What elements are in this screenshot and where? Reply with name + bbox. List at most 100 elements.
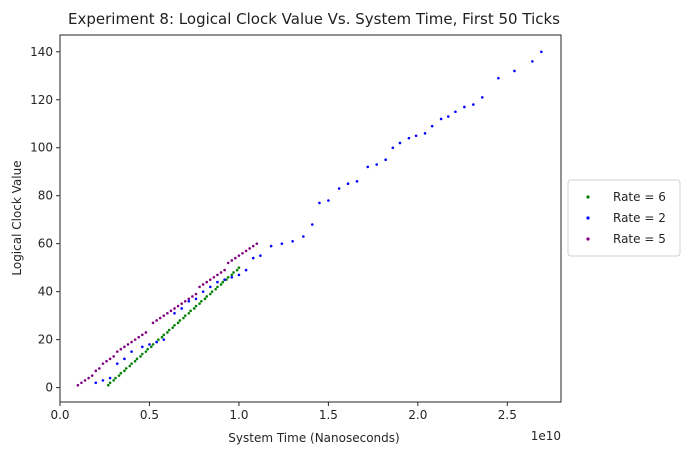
x-tick-label: 2.5 — [498, 408, 517, 422]
data-point — [216, 280, 219, 284]
legend-label: Rate = 5 — [613, 232, 666, 246]
data-point — [198, 285, 201, 289]
series-2 — [94, 50, 543, 385]
x-tick-label: 1.0 — [229, 408, 248, 422]
data-point — [219, 271, 223, 274]
x-axis-title: System Time (Nanoseconds) — [228, 431, 399, 445]
data-point — [198, 302, 201, 305]
data-point — [139, 355, 142, 358]
data-point — [187, 311, 191, 315]
y-axis: 0 20 40 60 80 100 120 140 — [30, 45, 60, 395]
y-tick-label: 60 — [38, 237, 53, 251]
data-point — [112, 355, 115, 358]
data-point — [114, 376, 117, 380]
data-point — [209, 292, 212, 296]
data-point — [101, 379, 105, 382]
x-axis-offset-label: 1e10 — [531, 429, 561, 443]
data-point — [480, 96, 484, 99]
data-point — [187, 297, 191, 301]
data-point — [414, 134, 418, 138]
data-point — [225, 278, 228, 281]
data-point — [94, 369, 98, 373]
data-point — [123, 345, 126, 349]
data-point — [446, 115, 450, 118]
data-point — [430, 124, 434, 128]
data-point — [189, 309, 192, 313]
data-point — [209, 285, 212, 289]
data-point — [291, 239, 294, 243]
data-point — [133, 359, 137, 363]
data-point — [133, 338, 137, 341]
data-point — [171, 326, 175, 329]
data-points — [76, 50, 543, 387]
data-point — [192, 307, 196, 310]
data-point — [205, 295, 209, 298]
data-point — [148, 343, 151, 346]
data-point — [241, 251, 244, 255]
data-point — [157, 338, 160, 341]
data-point — [201, 290, 205, 293]
data-point — [235, 268, 239, 272]
data-point — [119, 371, 123, 375]
data-point — [149, 345, 153, 349]
data-point — [151, 321, 155, 325]
data-point — [151, 343, 155, 346]
data-point — [366, 165, 370, 169]
plot-area: 0.0 0.5 1.0 1.5 2.0 2.5 0 20 40 60 80 100 120 140 — [30, 34, 562, 422]
data-point — [144, 331, 148, 334]
data-point — [194, 297, 198, 301]
x-tick-label: 0.5 — [140, 408, 159, 422]
data-point — [237, 273, 241, 277]
data-point — [540, 50, 543, 54]
data-point — [183, 314, 187, 317]
data-point — [205, 280, 209, 284]
data-point — [230, 275, 234, 279]
legend-label: Rate = 6 — [613, 190, 666, 204]
data-point — [531, 60, 534, 63]
data-point — [130, 362, 133, 365]
x-axis: 0.0 0.5 1.0 1.5 2.0 2.5 — [50, 402, 517, 422]
data-point — [173, 307, 176, 310]
data-point — [216, 273, 219, 277]
y-tick-label: 40 — [38, 285, 53, 299]
data-point — [280, 242, 284, 245]
data-point — [232, 271, 235, 274]
data-point — [141, 345, 144, 349]
data-point — [194, 304, 198, 308]
data-point — [80, 381, 83, 385]
data-point — [76, 383, 80, 387]
data-point — [201, 283, 205, 286]
data-point — [318, 201, 321, 205]
data-point — [355, 180, 359, 183]
data-point — [158, 316, 162, 320]
data-point — [146, 347, 149, 351]
data-point — [101, 362, 105, 365]
series-3 — [76, 242, 259, 387]
data-point — [162, 333, 166, 337]
data-point — [244, 268, 248, 272]
data-point — [108, 381, 112, 385]
data-point — [176, 321, 180, 325]
data-point — [176, 304, 180, 308]
data-point — [155, 340, 158, 344]
data-point — [454, 110, 457, 114]
data-point — [346, 182, 350, 186]
x-tick-label: 1.5 — [319, 408, 338, 422]
legend-box — [567, 179, 681, 257]
data-point — [105, 359, 108, 363]
data-point — [141, 333, 144, 337]
chart-title: Experiment 8: Logical Clock Value Vs. Sy… — [68, 10, 560, 28]
data-point — [513, 69, 516, 73]
y-tick-label: 140 — [30, 45, 53, 59]
data-point — [115, 362, 119, 365]
data-point — [327, 199, 330, 202]
y-tick-label: 20 — [38, 333, 53, 347]
data-point — [178, 319, 182, 322]
y-tick-label: 100 — [30, 141, 53, 155]
data-point — [128, 364, 132, 368]
data-point — [234, 256, 237, 260]
data-point — [251, 256, 255, 260]
data-point — [375, 163, 379, 166]
data-point — [83, 379, 87, 382]
